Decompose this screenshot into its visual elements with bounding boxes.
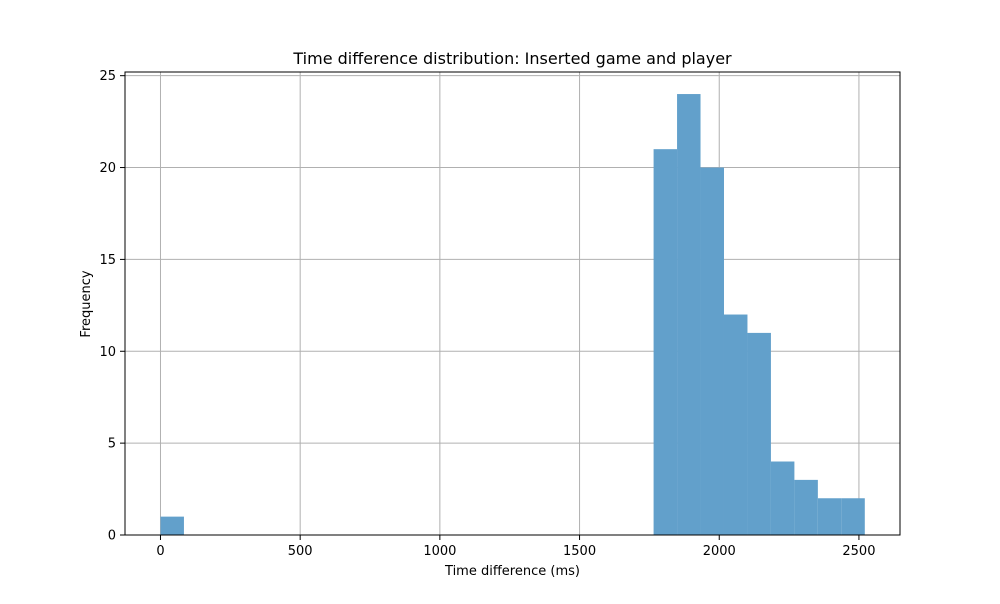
- histogram-bar: [160, 516, 184, 535]
- plot-area-frame: [124, 71, 901, 536]
- x-tick-label: 2000: [703, 544, 736, 559]
- x-tick-label: 0: [156, 544, 164, 559]
- chart-title: Time difference distribution: Inserted g…: [292, 49, 732, 68]
- histogram-bars: [160, 94, 865, 536]
- histogram-bar: [794, 479, 818, 535]
- axis-ticks: 0 500 1000 1500 2000 2500 0 5 10 15 20 25: [99, 69, 875, 559]
- histogram-bar: [770, 461, 795, 535]
- y-tick-label: 0: [108, 529, 116, 544]
- x-tick-label: 2500: [842, 544, 875, 559]
- x-axis-label: Time difference (ms): [444, 564, 580, 579]
- y-tick-label: 5: [108, 437, 116, 452]
- histogram-bar: [747, 332, 771, 535]
- histogram-bar: [677, 94, 701, 536]
- y-tick-label: 25: [99, 69, 116, 84]
- x-tick-label: 1000: [423, 544, 456, 559]
- histogram-bar: [817, 498, 842, 535]
- y-tick-label: 15: [99, 253, 116, 268]
- histogram-bar: [653, 149, 678, 535]
- histogram-bar: [723, 314, 748, 535]
- y-tick-label: 20: [99, 161, 116, 176]
- x-tick-label: 1500: [563, 544, 596, 559]
- histogram-bar: [700, 167, 724, 536]
- y-axis-label: Frequency: [79, 270, 94, 337]
- y-tick-label: 10: [99, 345, 116, 360]
- x-tick-label: 500: [288, 544, 313, 559]
- histogram-bar: [841, 498, 865, 535]
